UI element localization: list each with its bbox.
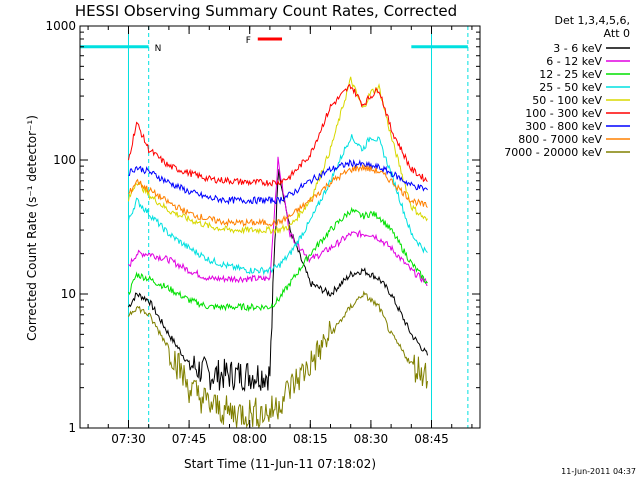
series-line-2 [128,206,428,313]
y-tick-label-0: 1 [68,421,76,435]
series-layer [128,76,428,429]
plot-frame [79,25,481,429]
x-tick-label-2: 08:00 [232,432,267,446]
y-tick-label-3: 1000 [45,19,76,33]
y-axis-label: Corrected Count Rate (s⁻¹ detector⁻¹) [25,115,39,341]
x-axis-label: Start Time (11-Jun-11 07:18:02) [184,457,376,471]
flare-label: F [246,36,251,46]
series-line-1 [128,156,428,286]
plot-area [80,26,480,428]
legend-entry-7: 800 - 7000 keV [518,133,602,146]
series-line-5 [128,83,428,188]
axes: 07:30 07:45 08:00 08:15 08:30 08:45 1 10 100 1000 [45,19,481,446]
legend-entry-4: 50 - 100 keV [532,94,602,107]
flare-marker: F [246,36,283,46]
night-label-0: N [155,44,162,54]
y-tick-label-1: 10 [61,287,76,301]
series-line-6 [128,158,428,206]
series-line-4 [128,76,428,235]
legend-header-0: Det 1,3,4,5,6, [554,14,630,27]
series-line-3 [128,134,428,276]
x-tick-label-3: 08:15 [293,432,328,446]
y-tick-label-2: 100 [53,153,76,167]
legend-entry-6: 300 - 800 keV [525,120,602,133]
series-line-7 [128,164,428,228]
legend-header-1: Att 0 [604,27,630,40]
legend-entry-3: 25 - 50 keV [539,81,602,94]
legend-entry-0: 3 - 6 keV [553,42,602,55]
legend-entry-2: 12 - 25 keV [539,68,602,81]
chart-title: HESSI Observing Summary Count Rates, Cor… [75,2,457,20]
x-tick-label-0: 07:30 [111,432,146,446]
legend-entry-5: 100 - 300 keV [525,107,602,120]
x-tick-label-1: 07:45 [172,432,207,446]
legend-entry-1: 6 - 12 keV [546,55,602,68]
footer-timestamp: 11-Jun-2011 04:37 [561,467,636,476]
x-tick-label-4: 08:30 [354,432,389,446]
x-tick-label-5: 08:45 [414,432,449,446]
plot-background [80,26,480,428]
series-line-8 [128,290,428,429]
legend-entry-8: 7000 - 20000 keV [504,146,602,159]
night-markers: N [80,26,469,428]
